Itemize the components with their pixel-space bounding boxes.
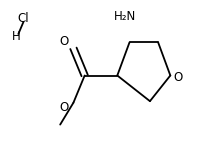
Text: O: O: [60, 35, 69, 48]
Text: O: O: [174, 71, 183, 84]
Text: H: H: [12, 31, 21, 43]
Text: Cl: Cl: [18, 12, 29, 25]
Text: H₂N: H₂N: [114, 10, 137, 23]
Text: O: O: [60, 101, 69, 114]
